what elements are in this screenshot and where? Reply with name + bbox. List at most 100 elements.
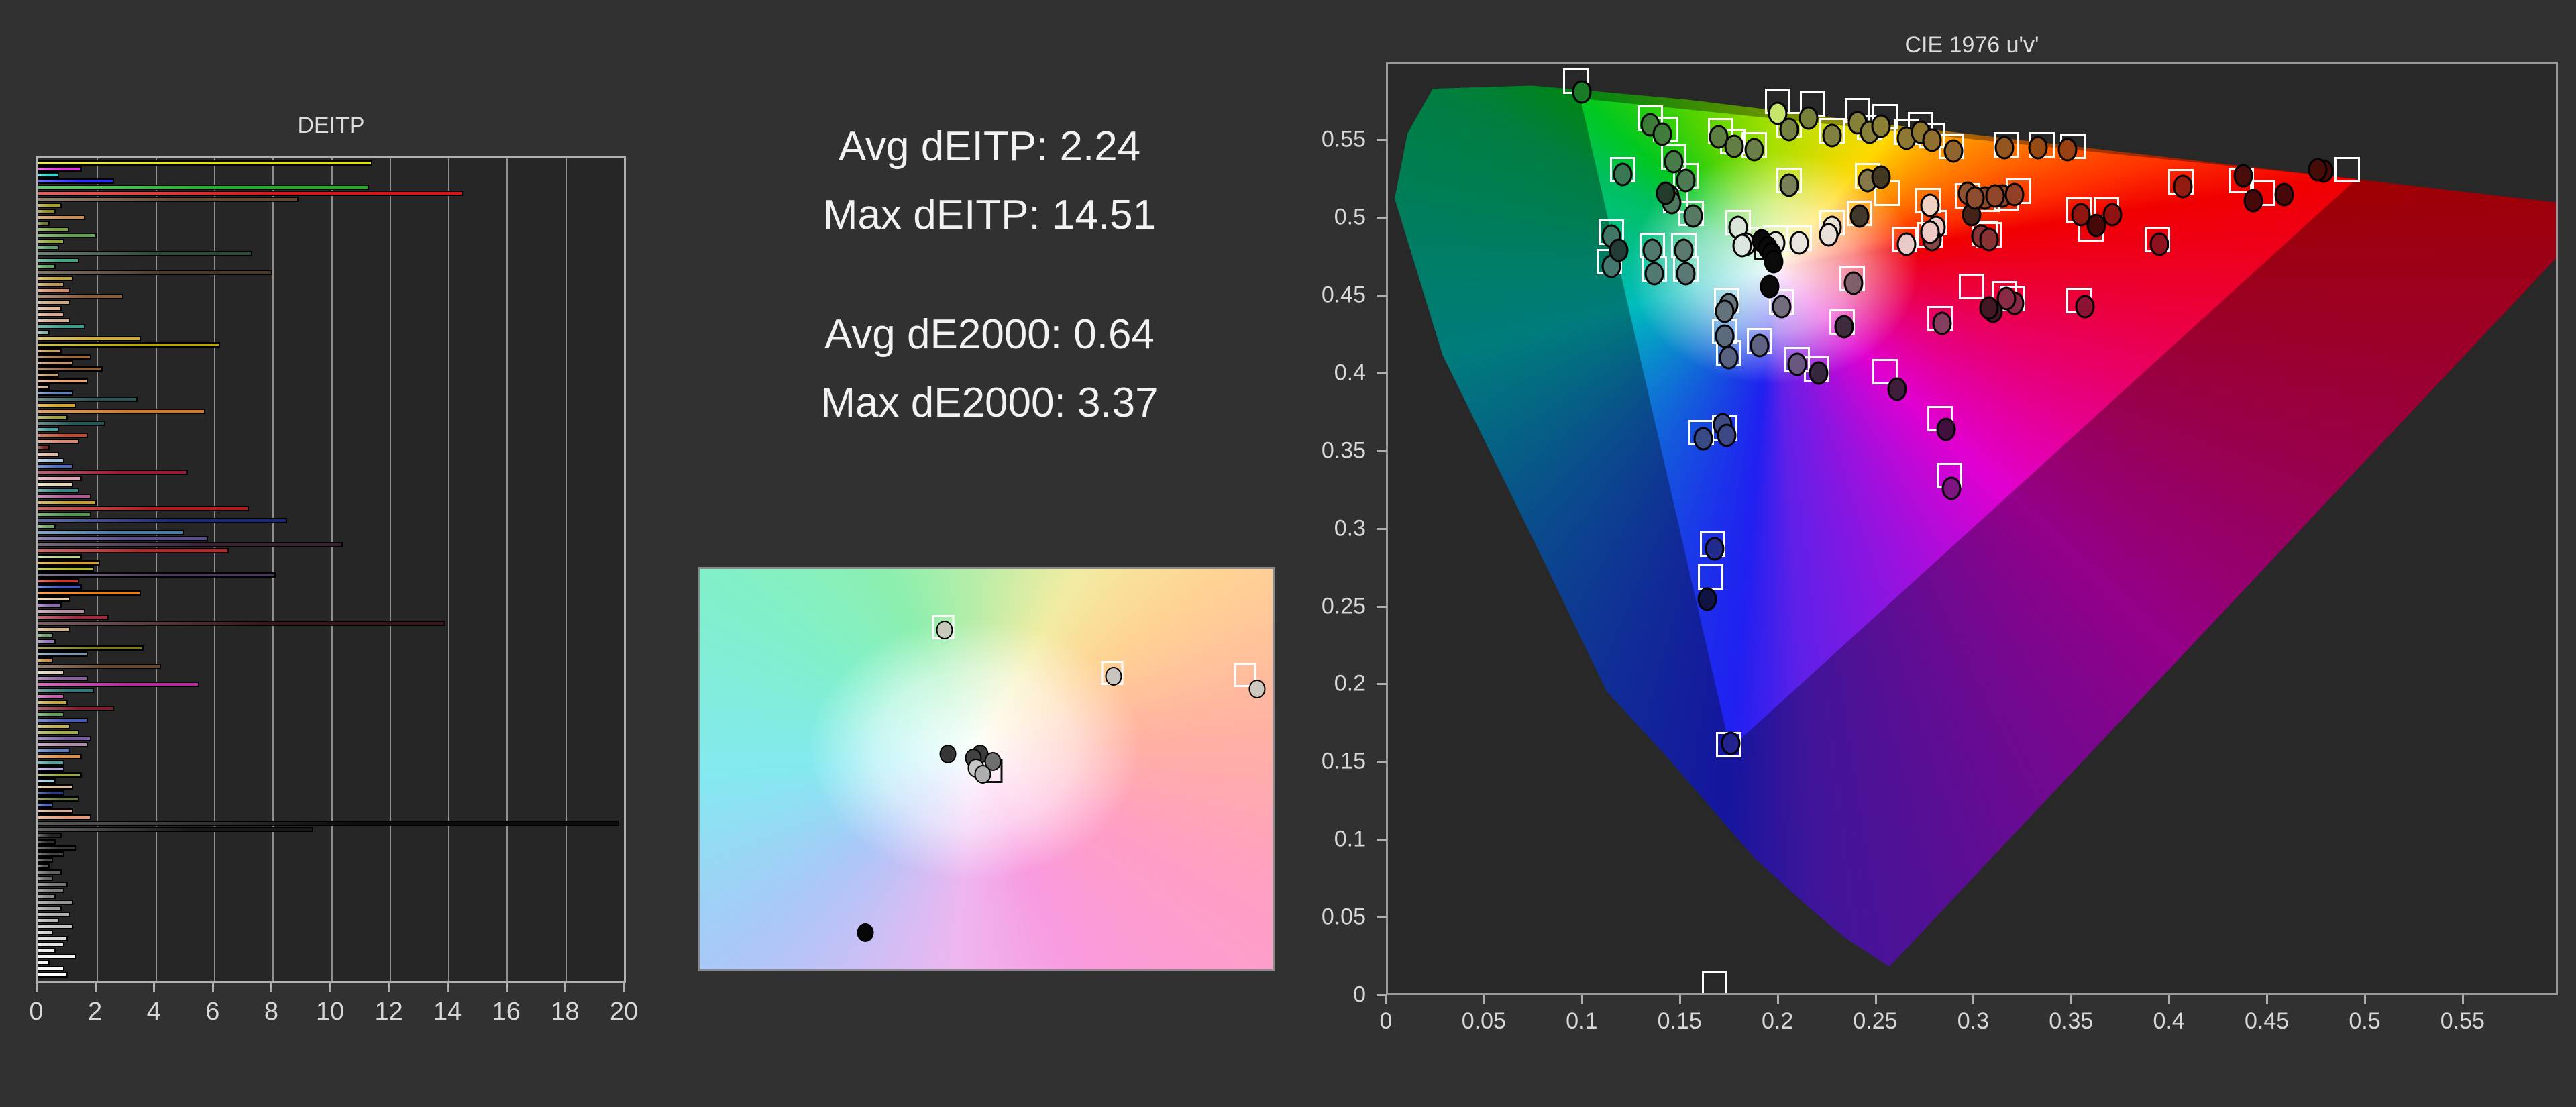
y-tick (1377, 605, 1387, 608)
y-tick (1377, 916, 1387, 919)
deitp-bar (38, 742, 89, 747)
deitp-bar (38, 221, 50, 227)
measured-circle-marker (1674, 238, 1694, 262)
measured-circle-marker (1943, 139, 1964, 163)
x-tick (2461, 995, 2464, 1004)
deitp-bar (38, 633, 53, 639)
measured-circle-marker (2308, 158, 2328, 182)
deitp-bar (38, 475, 83, 481)
y-tick (1377, 527, 1387, 530)
deitp-bar (38, 584, 83, 590)
max-deitp-value: Max dEITP: 14.51 (822, 192, 1157, 238)
deitp-bar (38, 778, 56, 784)
measured-circle-marker (2075, 295, 2095, 319)
x-tick (2364, 995, 2366, 1004)
x-tick-label: 0.25 (1853, 1008, 1898, 1034)
deitp-bar (38, 451, 59, 457)
measured-circle-marker (1652, 122, 1672, 146)
x-tick-label: 12 (374, 998, 403, 1026)
x-tick (564, 983, 567, 992)
deitp-bar (38, 869, 62, 875)
deitp-bar (38, 245, 59, 251)
deitp-bar (38, 439, 80, 445)
measured-circle-marker (1985, 184, 2005, 208)
target-square-marker (1234, 662, 1256, 687)
x-tick-label: 10 (315, 998, 345, 1026)
gridline (97, 158, 99, 981)
measured-circle-marker (1744, 138, 1764, 162)
x-tick-label: 14 (433, 998, 462, 1026)
gridline (213, 158, 215, 981)
x-tick (270, 983, 273, 992)
y-tick (1377, 994, 1387, 996)
deitp-bar (38, 766, 65, 772)
deitp-bar (38, 663, 162, 669)
deitp-bar (38, 287, 70, 293)
deitp-bar (38, 433, 89, 439)
deitp-bar (38, 796, 80, 802)
deitp-bar (38, 172, 59, 178)
x-tick-label: 0.45 (2245, 1008, 2290, 1034)
deitp-bar (38, 227, 69, 233)
target-square-marker (2334, 156, 2360, 182)
measured-circle-marker (1721, 731, 1741, 755)
deitp-bar (38, 341, 220, 348)
measured-circle-marker (1922, 128, 1942, 152)
white-point-zoom-plot (698, 567, 1275, 971)
deitp-bar (38, 511, 91, 517)
x-tick-label: 0.15 (1657, 1008, 1702, 1034)
deitp-bar (38, 814, 91, 821)
x-tick (505, 983, 508, 992)
x-tick (2070, 995, 2073, 1004)
measured-circle-marker (936, 620, 953, 639)
deitp-bar (38, 415, 68, 421)
deitp-bar (38, 911, 70, 917)
y-tick-label: 0.1 (1334, 826, 1366, 852)
deitp-bar (38, 445, 50, 451)
measured-circle-marker (1683, 204, 1703, 228)
deitp-bar (38, 541, 343, 547)
deitp-bar (38, 203, 62, 209)
deitp-bar (38, 481, 74, 487)
deitp-bar (38, 348, 62, 354)
deitp-bar (38, 469, 188, 475)
y-tick-label: 0.3 (1334, 515, 1366, 541)
deitp-bar (38, 215, 85, 221)
measured-circle-marker (2057, 138, 2078, 162)
measured-circle-marker (1843, 271, 1864, 295)
y-tick-label: 0.05 (1321, 904, 1366, 930)
x-tick (2168, 995, 2171, 1004)
x-tick-label: 0.4 (2153, 1008, 2185, 1034)
measured-circle-marker (1715, 324, 1735, 348)
avg-de2000-value: Avg dE2000: 0.64 (824, 311, 1155, 358)
deitp-bar (38, 191, 464, 197)
deitp-bar (38, 299, 70, 305)
measured-circle-marker (1724, 134, 1744, 158)
deitp-bar (38, 717, 89, 723)
deitp-bar (38, 929, 53, 935)
y-tick (1377, 372, 1387, 374)
deitp-bar (38, 421, 106, 427)
deitp-bar (38, 251, 252, 257)
avg-deitp-value: Avg dEITP: 2.24 (838, 123, 1141, 170)
measured-circle-marker (1248, 680, 1266, 699)
deitp-bar (38, 657, 53, 663)
deitp-bar (38, 293, 123, 299)
measured-circle-marker (857, 923, 874, 943)
x-tick-label: 0.55 (2440, 1008, 2485, 1034)
deitp-bar (38, 535, 209, 541)
deitp-bar (38, 493, 91, 499)
deitp-bar (38, 317, 70, 323)
measured-circle-marker (974, 765, 991, 784)
measured-circle-marker (2149, 232, 2169, 256)
measured-circle-marker (1105, 666, 1122, 686)
cie-1976-uv-chart (1386, 62, 2558, 995)
gridline (331, 158, 333, 981)
deitp-bar (38, 711, 65, 717)
measured-circle-marker (1871, 114, 1891, 138)
measured-circle-marker (2233, 164, 2253, 188)
y-tick (1377, 683, 1387, 686)
x-tick (153, 983, 156, 992)
deitp-bar (38, 729, 80, 735)
